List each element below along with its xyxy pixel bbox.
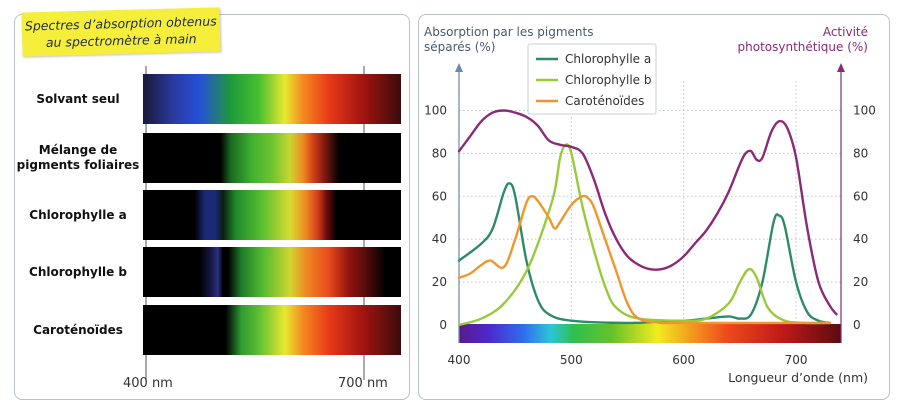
x-tick-label: 600 (672, 353, 695, 367)
y-tick-label-left: 20 (432, 275, 447, 289)
y-axis-left-title-line: Absorption par les pigments (424, 25, 593, 39)
chart-series (457, 109, 838, 327)
legend-label-2: Chlorophylle b (565, 73, 651, 87)
spectrum-band-3 (143, 190, 401, 240)
scale-label-700: 700 nm (338, 376, 388, 391)
spectrum-row-label-2: Mélange de pigments foliaires (16, 143, 140, 173)
y-axis-right-arrow (837, 63, 845, 72)
y-tick-label-right: 40 (853, 232, 868, 246)
chart-axes (455, 63, 845, 343)
spectrum-row-label-line: Chlorophylle b (29, 264, 127, 279)
wavelength-spectrum-bar (459, 324, 841, 343)
series-line-4 (457, 109, 838, 316)
spectrum-row-label-line: Chlorophylle a (29, 207, 127, 222)
spectrum-row-label-1: Solvant seul (16, 92, 140, 107)
scale-label-400: 400 nm (123, 376, 173, 391)
spectrum-row-label-line: Caroténoïdes (33, 322, 123, 337)
spectrum-band-5 (143, 305, 401, 355)
y-tick-label-right: 20 (853, 275, 868, 289)
spectrum-row-label-line: Mélange de (38, 143, 118, 157)
chart-grid (459, 81, 841, 325)
y-tick-label-right: 100 (853, 103, 876, 117)
x-axis-title: Longueur d’onde (nm) (728, 370, 868, 385)
spectrum-row-label-5: Caroténoïdes (16, 323, 140, 338)
spectrum-row-label-4: Chlorophylle b (16, 265, 140, 280)
series-line-2 (457, 143, 831, 327)
spectrum-row-label-line: pigments foliaires (16, 158, 140, 172)
y-tick-label-left: 80 (432, 146, 447, 160)
chart-labels: 0 0 20 20 40 40 60 60 80 80 100 100 400 500 600 700 Abso… (424, 25, 876, 385)
y-tick-label-left: 100 (424, 103, 447, 117)
series-line-3 (457, 194, 831, 325)
y-tick-label-left: 40 (432, 232, 447, 246)
series-line-1 (457, 182, 831, 325)
y-axis-right-title-line: photosynthétique (%) (738, 40, 869, 54)
y-axis-left-title-line: séparés (%) (424, 40, 496, 54)
x-tick-label: 400 (448, 353, 471, 367)
x-tick-label: 500 (560, 353, 583, 367)
y-axis-left-arrow (455, 63, 463, 72)
chart-legend: Chlorophylle a Chlorophylle b Caroténoïdes (527, 43, 657, 115)
y-tick-label-left: 60 (432, 189, 447, 203)
legend-label-1: Chlorophylle a (565, 52, 651, 66)
y-axis-right-title-line: Activité (823, 25, 868, 39)
spectrum-band-4 (143, 247, 401, 297)
spectrum-band-2 (143, 133, 401, 183)
legend-box (527, 43, 657, 115)
spectrum-band-1 (143, 74, 401, 124)
spectrum-row-label-line: Solvant seul (36, 91, 120, 106)
y-tick-label-left: 0 (439, 318, 447, 332)
y-tick-label-right: 60 (853, 189, 868, 203)
spectrum-row-label-3: Chlorophylle a (16, 208, 140, 223)
x-tick-label: 700 (785, 353, 808, 367)
y-tick-label-right: 0 (853, 318, 861, 332)
y-tick-label-right: 80 (853, 146, 868, 160)
legend-label-3: Caroténoïdes (565, 94, 644, 108)
